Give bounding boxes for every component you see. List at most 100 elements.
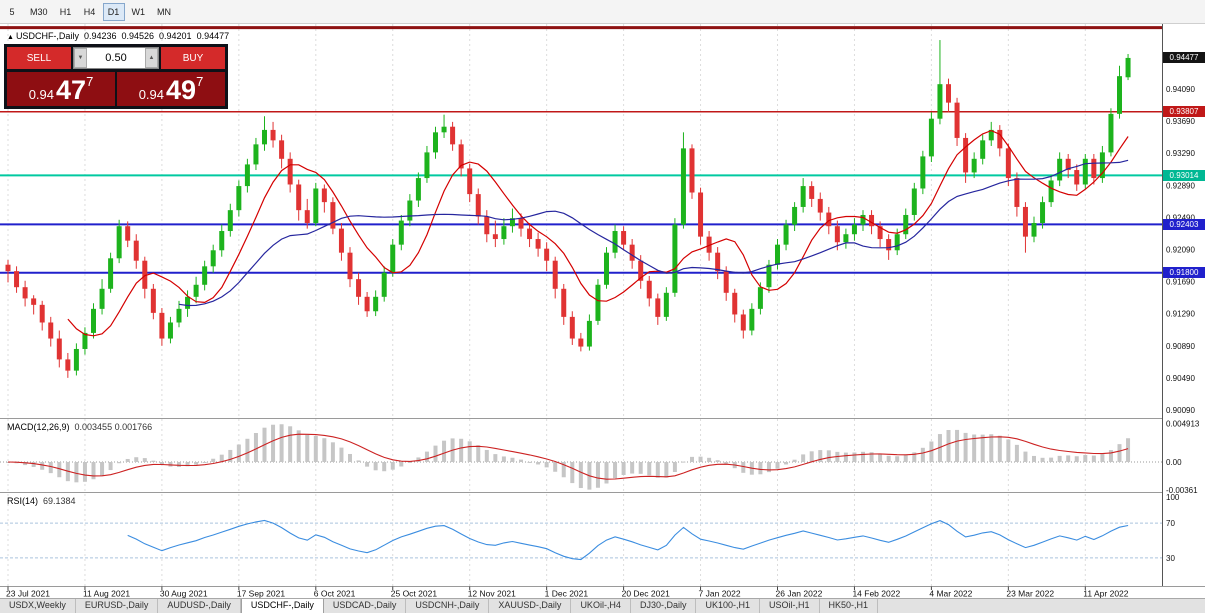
macd-histogram-bar <box>758 462 763 475</box>
macd-histogram-bar <box>459 438 464 462</box>
volume-stepper[interactable]: ▼ 0.50 ▲ <box>73 47 159 69</box>
macd-histogram-bar <box>826 450 831 462</box>
chart-tab-USDCNH-Daily[interactable]: USDCNH-,Daily <box>406 599 490 613</box>
buy-button[interactable]: BUY <box>161 47 225 69</box>
candle <box>1057 158 1063 181</box>
chart-tab-bar: USDX,Weekly EURUSD-,Daily AUDUSD-,Daily USD… <box>0 598 1205 613</box>
candle <box>877 226 883 240</box>
macd-histogram-bar <box>861 451 865 462</box>
macd-histogram-bar <box>476 445 481 462</box>
candle <box>544 248 550 261</box>
candle <box>740 314 746 331</box>
candle <box>723 271 729 293</box>
macd-histogram-bar <box>23 462 28 466</box>
sell-button[interactable]: SELL <box>7 47 71 69</box>
macd-histogram-bar <box>1032 455 1036 462</box>
chart-tab-UKOil-H4[interactable]: UKOil-,H4 <box>571 599 631 613</box>
macd-histogram-bar <box>766 462 771 473</box>
chart-tab-HK50-H1[interactable]: HK50-,H1 <box>820 599 879 613</box>
timeframe-button-H4[interactable]: H4 <box>79 3 101 21</box>
macd-histogram-bar <box>912 452 917 462</box>
candle <box>65 359 71 371</box>
macd-histogram-bar <box>74 462 79 483</box>
candle <box>1014 178 1020 207</box>
macd-histogram-bar <box>818 450 823 462</box>
macd-signal-line <box>7 433 1129 480</box>
candle <box>860 214 866 225</box>
price-axis-label: 0.91290 <box>1166 310 1195 319</box>
candle <box>338 228 344 253</box>
candle <box>911 188 917 215</box>
candle <box>655 298 661 317</box>
macd-indicator-label: MACD(12,26,9) 0.003455 0.001766 <box>7 422 153 432</box>
macd-histogram-bar <box>382 462 387 472</box>
candle <box>193 284 199 297</box>
macd-histogram-bar <box>134 457 139 462</box>
candle <box>1031 222 1037 237</box>
macd-histogram-bar <box>775 462 780 469</box>
macd-axis-label: 0.00 <box>1166 458 1182 467</box>
rsi-axis-label: 70 <box>1166 519 1175 528</box>
chart-tab-DJ30-Daily[interactable]: DJ30-,Daily <box>631 599 697 613</box>
candle <box>492 234 498 240</box>
macd-histogram-bar <box>322 438 327 462</box>
volume-decrease-icon[interactable]: ▼ <box>74 48 87 68</box>
ask-price-display[interactable]: 0.94 49 7 <box>117 72 225 106</box>
timeframe-button-W1[interactable]: W1 <box>127 3 151 21</box>
chart-tab-USDCHF-Daily[interactable]: USDCHF-,Daily <box>240 599 324 613</box>
price-badge-0.93014: 0.93014 <box>1163 170 1205 181</box>
chart-tab-UK100-H1[interactable]: UK100-,H1 <box>696 599 760 613</box>
candle <box>296 184 302 211</box>
candle <box>116 226 122 259</box>
ohlc-close: 0.94477 <box>196 31 230 41</box>
candle <box>569 316 575 339</box>
macd-histogram-bar <box>356 460 361 462</box>
timeframe-button-M30[interactable]: M30 <box>25 3 53 21</box>
macd-histogram-bar <box>929 441 934 462</box>
volume-increase-icon[interactable]: ▲ <box>145 48 158 68</box>
timeframe-button-5[interactable]: 5 <box>1 3 23 21</box>
macd-histogram-bar <box>1108 450 1113 462</box>
candle <box>407 200 413 221</box>
timeframe-button-H1[interactable]: H1 <box>55 3 77 21</box>
candle <box>680 148 686 225</box>
candle <box>433 132 438 153</box>
candle <box>792 206 798 225</box>
macd-histogram-bar <box>664 462 669 478</box>
candle <box>561 288 567 317</box>
rsi-axis-label: 100 <box>1166 493 1180 502</box>
candle <box>424 152 430 179</box>
candle <box>381 272 387 297</box>
candle <box>826 212 832 227</box>
bid-price-display[interactable]: 0.94 47 7 <box>7 72 115 106</box>
macd-histogram-bar <box>638 462 643 474</box>
date-axis-label: 30 Aug 2021 <box>160 589 208 599</box>
macd-histogram-bar <box>980 434 985 462</box>
candle <box>971 158 977 173</box>
candle <box>809 186 815 199</box>
chart-tab-EURUSD-Daily[interactable]: EURUSD-,Daily <box>76 599 159 613</box>
candle <box>91 308 96 333</box>
macd-histogram-bar <box>741 462 746 473</box>
candle <box>56 338 62 360</box>
macd-histogram-bar <box>801 454 806 462</box>
candle <box>304 210 310 223</box>
candle <box>458 144 464 169</box>
chart-tab-AUDUSD-Daily[interactable]: AUDUSD-,Daily <box>158 599 241 613</box>
chart-tab-USDCAD-Daily[interactable]: USDCAD-,Daily <box>324 599 407 613</box>
chart-tab-XAUUSD-Daily[interactable]: XAUUSD-,Daily <box>489 599 572 613</box>
chart-tab-USDX-Weekly[interactable]: USDX,Weekly <box>0 599 76 613</box>
candle <box>800 186 806 207</box>
candle <box>321 188 327 203</box>
candle <box>775 244 780 265</box>
chart-tab-USOil-H1[interactable]: USOil-,H1 <box>760 599 820 613</box>
timeframe-button-D1[interactable]: D1 <box>102 2 125 21</box>
candle <box>99 288 105 309</box>
volume-input[interactable]: 0.50 <box>105 52 127 64</box>
timeframe-button-MN[interactable]: MN <box>152 3 176 21</box>
macd-axis-label: 0.004913 <box>1166 420 1200 429</box>
macd-histogram-bar <box>852 452 857 462</box>
date-axis-label: 14 Feb 2022 <box>852 589 900 599</box>
date-axis-label: 4 Mar 2022 <box>929 589 972 599</box>
